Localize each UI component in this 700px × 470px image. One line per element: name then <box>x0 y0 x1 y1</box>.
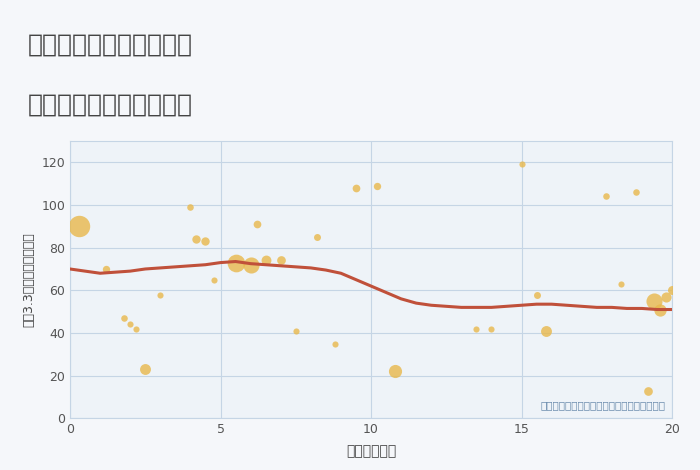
Point <box>251 220 262 228</box>
Point <box>389 368 400 375</box>
Point <box>139 366 151 373</box>
Point <box>372 182 383 189</box>
Point <box>118 314 130 322</box>
Point <box>666 287 678 294</box>
Y-axis label: 坪（3.3㎡）単価（万円）: 坪（3.3㎡）単価（万円） <box>22 232 36 327</box>
Point <box>245 261 256 268</box>
Point <box>200 237 211 245</box>
Point <box>516 161 527 168</box>
Point <box>275 257 286 264</box>
Point <box>101 265 112 273</box>
Point <box>615 280 626 288</box>
Point <box>531 291 542 298</box>
Point <box>486 325 497 332</box>
Point <box>643 387 654 394</box>
Point <box>600 193 611 200</box>
Point <box>260 257 271 264</box>
Point <box>185 204 196 211</box>
Point <box>470 325 482 332</box>
Text: 駅距離別中古戸建て価格: 駅距離別中古戸建て価格 <box>28 92 193 116</box>
Point <box>329 340 340 347</box>
Point <box>350 184 361 192</box>
Point <box>155 291 166 298</box>
Point <box>630 188 641 196</box>
X-axis label: 駅距離（分）: 駅距離（分） <box>346 445 396 459</box>
Point <box>74 223 85 230</box>
Point <box>660 293 671 300</box>
Point <box>540 327 551 335</box>
Point <box>209 276 220 283</box>
Point <box>312 233 323 241</box>
Point <box>654 306 666 313</box>
Point <box>230 259 241 266</box>
Point <box>648 297 659 305</box>
Point <box>131 325 142 332</box>
Point <box>191 235 202 243</box>
Point <box>290 327 301 335</box>
Point <box>125 321 136 328</box>
Text: 兵庫県川西市多田桜木の: 兵庫県川西市多田桜木の <box>28 33 193 57</box>
Text: 円の大きさは、取引のあった物件面積を示す: 円の大きさは、取引のあった物件面積を示す <box>541 400 666 410</box>
